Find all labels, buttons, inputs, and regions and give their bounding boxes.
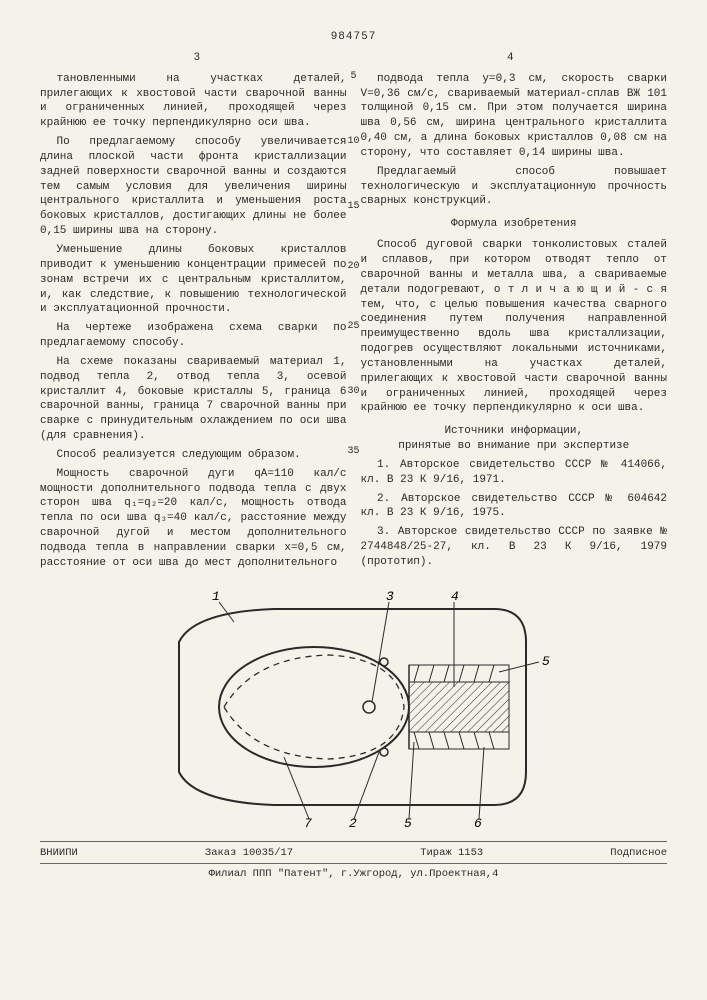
footer-tirazh: Тираж 1153 (420, 846, 483, 860)
welding-diagram: 1 3 4 5 5 6 2 7 (154, 587, 554, 827)
source-item: 3. Авторское свидетельство СССР по заявк… (361, 525, 668, 570)
fig-label-1: 1 (212, 589, 220, 604)
cool-point-center (363, 701, 375, 713)
para: Уменьшение длины боковых кристаллов прив… (40, 243, 347, 317)
para: Предлагаемый способ повышает технологиче… (361, 165, 668, 210)
footer-sub: Подписное (610, 846, 667, 860)
fig-label-7: 7 (304, 816, 312, 827)
sources-title: Источники информации, (361, 424, 668, 439)
formula-title: Формула изобретения (361, 217, 668, 232)
line-marker: 15 (347, 200, 359, 214)
heat-point-bottom (380, 748, 388, 756)
source-item: 1. Авторское свидетельство СССР № 414066… (361, 458, 668, 488)
footer: ВНИИПИ Заказ 10035/17 Тираж 1153 Подписн… (40, 841, 667, 881)
line-marker: 25 (347, 320, 359, 334)
sources-sub: принятые во внимание при экспертизе (361, 439, 668, 454)
right-column: подвода тепла y=0,3 см, скорость сварки … (361, 72, 668, 575)
source-item: 2. Авторское свидетельство СССР № 604642… (361, 492, 668, 522)
fig-label-5b: 5 (404, 816, 412, 827)
fig-label-6: 6 (474, 816, 482, 827)
central-crystallite (409, 682, 509, 732)
para: Мощность сварочной дуги qА=110 кал/с мощ… (40, 467, 347, 571)
left-column: тановленными на участках деталей, прилег… (40, 72, 347, 575)
line-marker: 35 (347, 445, 359, 459)
fig-label-4: 4 (451, 589, 459, 604)
fig-label-2: 2 (349, 816, 357, 827)
para: тановленными на участках деталей, прилег… (40, 72, 347, 131)
side-crystal-top (409, 665, 509, 682)
side-crystal-bottom (409, 732, 509, 749)
column-numbers: 3 4 (40, 51, 667, 66)
fig-label-5a: 5 (542, 654, 550, 669)
footer-order: Заказ 10035/17 (205, 846, 293, 860)
para: По предлагаемому способу увеличивается д… (40, 135, 347, 239)
line-marker: 30 (347, 385, 359, 399)
col-right-no: 4 (354, 51, 668, 66)
heat-point-top (380, 658, 388, 666)
line-marker: 10 (347, 135, 359, 149)
fig-label-3: 3 (386, 589, 394, 604)
para: Способ реализуется следующим образом. (40, 448, 347, 463)
footer-branch: Филиал ППП "Патент", г.Ужгород, ул.Проек… (40, 863, 667, 881)
para: подвода тепла y=0,3 см, скорость сварки … (361, 72, 668, 161)
line-marker: 5 (350, 70, 356, 84)
para: На схеме показаны свариваемый материал 1… (40, 355, 347, 444)
footer-org: ВНИИПИ (40, 846, 78, 860)
patent-number: 984757 (40, 30, 667, 45)
col-left-no: 3 (40, 51, 354, 66)
formula-text: Способ дуговой сварки тонколистовых стал… (361, 238, 668, 416)
line-marker: 20 (347, 260, 359, 274)
para: На чертеже изображена схема сварки по пр… (40, 321, 347, 351)
page-content: 984757 3 4 тановленными на участках дета… (40, 30, 667, 575)
